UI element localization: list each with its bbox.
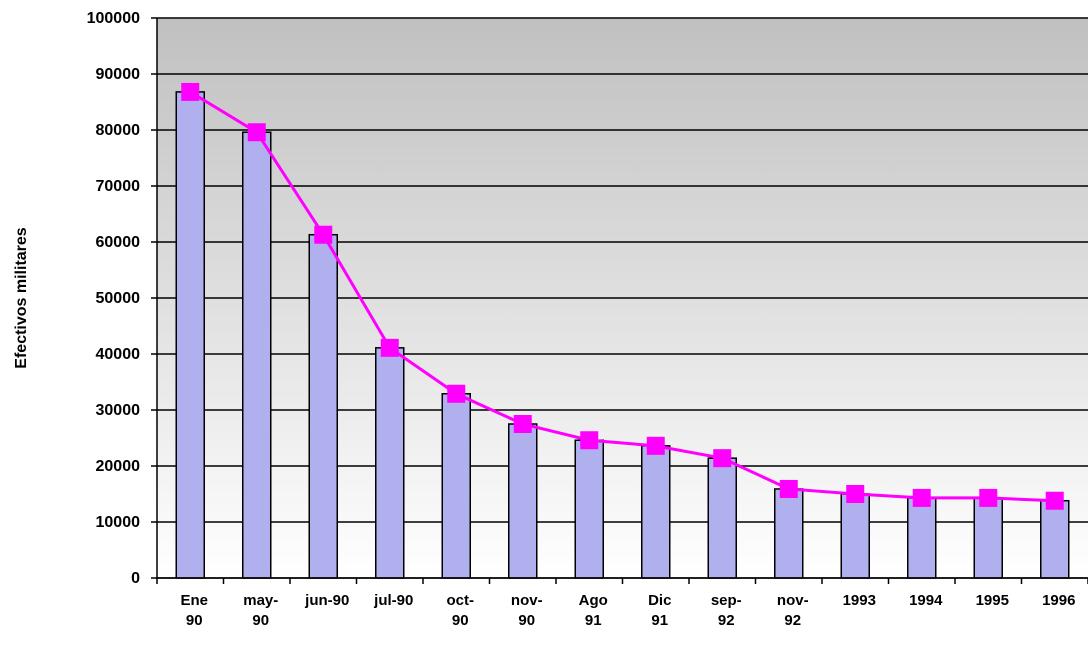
bar: [707, 457, 737, 579]
line-marker: [979, 488, 998, 507]
line-marker: [912, 488, 931, 507]
y-tick-label: 80000: [96, 122, 141, 139]
x-tick-label: oct-90: [447, 592, 475, 629]
line: [189, 90, 1055, 503]
y-tick-label: 0: [131, 570, 140, 587]
x-tick-label: 1994: [909, 592, 943, 609]
line-marker: [779, 479, 798, 498]
x-tick-label: 1995: [976, 592, 1009, 609]
line-marker: [646, 436, 665, 455]
bar: [774, 488, 804, 579]
line-marker: [447, 384, 466, 403]
y-tick-label: 30000: [96, 402, 141, 419]
x-tick-label: jul-90: [373, 592, 413, 609]
line-marker: [380, 338, 399, 357]
y-tick-label: 100000: [87, 10, 140, 27]
bar: [375, 347, 405, 579]
bar: [175, 91, 205, 579]
x-tick-label: Ago 91: [579, 592, 608, 629]
bar: [973, 497, 1003, 579]
x-tick-label: Dic 91: [648, 592, 671, 629]
x-tick-label: nov-92: [777, 592, 809, 629]
y-tick-label: 70000: [96, 178, 141, 195]
bar: [907, 497, 937, 579]
line-marker: [513, 415, 532, 433]
line-marker: [713, 449, 732, 468]
y-tick-label: 90000: [96, 66, 141, 83]
bar: [308, 233, 338, 579]
line-marker: [314, 225, 333, 244]
x-tick-label: sep-92: [711, 592, 742, 629]
y-tick-label: 50000: [96, 290, 141, 307]
x-tick-label: 1996: [1042, 592, 1075, 609]
x-tick-label: may-90: [243, 592, 278, 629]
y-tick-label: 60000: [96, 234, 141, 251]
x-tick-label: 1993: [843, 592, 876, 609]
y-tick-label: 40000: [96, 346, 141, 363]
y-tick-label: 20000: [96, 458, 141, 475]
bar: [641, 445, 671, 579]
x-tick-label: Ene 90: [180, 592, 208, 629]
bar: [242, 131, 272, 579]
bar: [574, 439, 604, 579]
line-marker: [580, 431, 599, 450]
line-marker: [1045, 491, 1064, 510]
y-tick-label: 10000: [96, 514, 141, 531]
bar: [441, 393, 471, 579]
bar: [508, 423, 538, 579]
line-marker: [181, 82, 200, 101]
y-axis-label: Efectivos militares: [13, 227, 30, 369]
x-tick-label: nov-90: [511, 592, 543, 629]
x-tick-label: jun-90: [304, 592, 349, 609]
line-marker: [247, 123, 266, 142]
bar: [1040, 499, 1070, 579]
line-marker: [846, 485, 865, 503]
bar: [840, 493, 870, 579]
